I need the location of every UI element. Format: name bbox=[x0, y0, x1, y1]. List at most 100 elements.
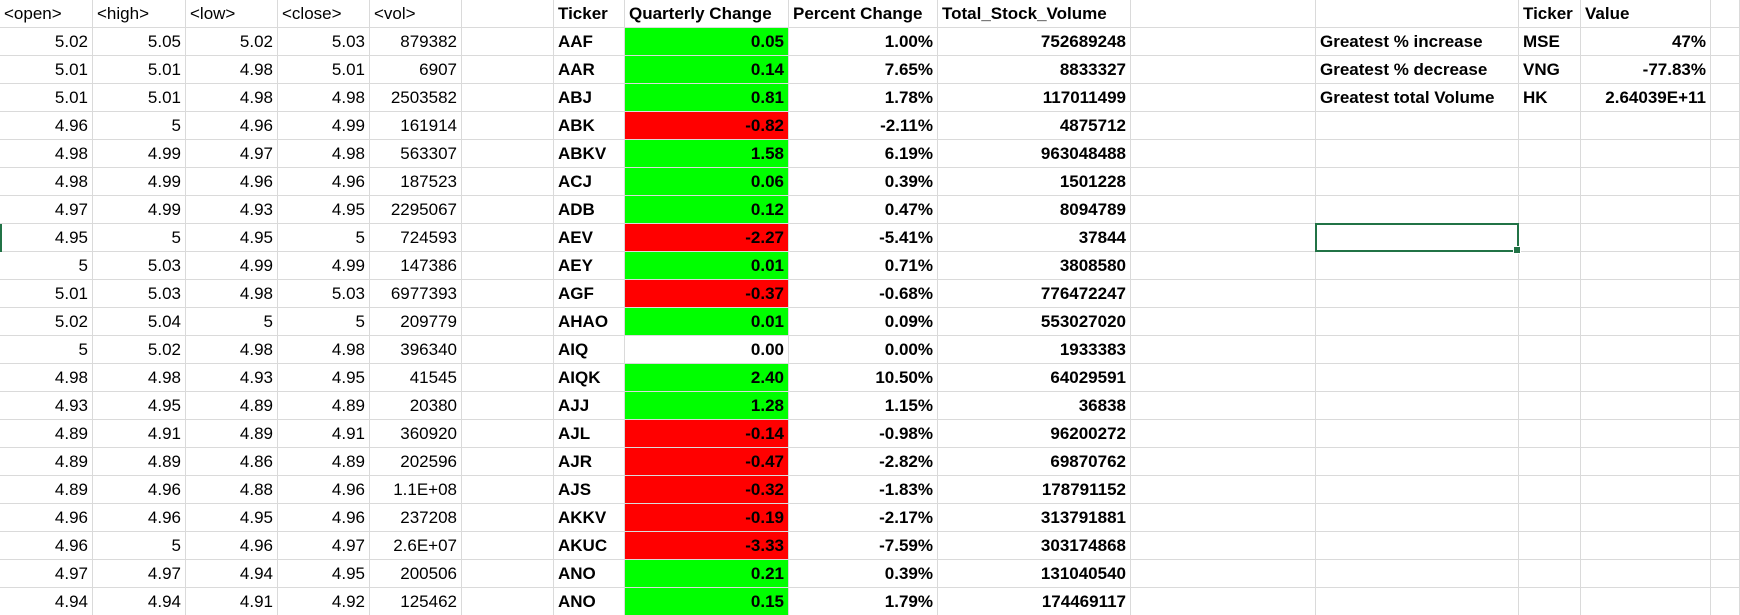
empty-cell[interactable] bbox=[462, 560, 554, 588]
empty-cell[interactable] bbox=[1581, 504, 1711, 532]
quarterly-change-cell[interactable]: 0.14 bbox=[625, 56, 789, 84]
raw-cell[interactable]: 4.96 bbox=[93, 476, 186, 504]
empty-cell[interactable] bbox=[1519, 392, 1581, 420]
total-volume-cell[interactable]: 37844 bbox=[938, 224, 1131, 252]
quarterly-change-cell[interactable]: 0.21 bbox=[625, 560, 789, 588]
empty-cell[interactable] bbox=[1711, 140, 1740, 168]
greatest-label-cell[interactable]: Greatest % decrease bbox=[1316, 56, 1519, 84]
raw-cell[interactable]: 4.89 bbox=[0, 476, 93, 504]
empty-cell[interactable] bbox=[462, 252, 554, 280]
ticker-cell[interactable]: ANO bbox=[554, 560, 625, 588]
raw-cell[interactable]: 4.99 bbox=[278, 252, 370, 280]
raw-cell[interactable]: 5.04 bbox=[93, 308, 186, 336]
raw-cell[interactable]: 1.1E+08 bbox=[370, 476, 462, 504]
raw-cell[interactable]: 4.93 bbox=[186, 364, 278, 392]
total-volume-cell[interactable]: 1501228 bbox=[938, 168, 1131, 196]
empty-cell[interactable] bbox=[1581, 196, 1711, 224]
empty-cell[interactable] bbox=[1316, 476, 1519, 504]
empty-cell[interactable] bbox=[1131, 28, 1316, 56]
empty-cell[interactable] bbox=[1316, 392, 1519, 420]
percent-change-cell[interactable]: 1.15% bbox=[789, 392, 938, 420]
raw-cell[interactable]: 4.95 bbox=[93, 392, 186, 420]
greatest-header-2[interactable]: Value bbox=[1581, 0, 1711, 28]
empty-cell[interactable] bbox=[1519, 448, 1581, 476]
raw-cell[interactable]: 4.99 bbox=[186, 252, 278, 280]
empty-cell[interactable] bbox=[1519, 364, 1581, 392]
empty-cell[interactable] bbox=[1519, 168, 1581, 196]
empty-cell[interactable] bbox=[1131, 308, 1316, 336]
raw-cell[interactable]: 5 bbox=[278, 224, 370, 252]
raw-header-3[interactable]: <close> bbox=[278, 0, 370, 28]
quarterly-change-cell[interactable]: 2.40 bbox=[625, 364, 789, 392]
empty-cell[interactable] bbox=[1519, 252, 1581, 280]
raw-cell[interactable]: 5 bbox=[278, 308, 370, 336]
raw-cell[interactable]: 4.96 bbox=[93, 504, 186, 532]
empty-cell[interactable] bbox=[1711, 280, 1740, 308]
raw-cell[interactable]: 4.89 bbox=[0, 420, 93, 448]
percent-change-cell[interactable]: 0.00% bbox=[789, 336, 938, 364]
empty-cell[interactable] bbox=[1131, 532, 1316, 560]
percent-change-cell[interactable]: 1.78% bbox=[789, 84, 938, 112]
empty-cell[interactable] bbox=[1316, 252, 1519, 280]
empty-cell[interactable] bbox=[1131, 168, 1316, 196]
empty-cell[interactable] bbox=[1519, 280, 1581, 308]
ticker-cell[interactable]: ABJ bbox=[554, 84, 625, 112]
raw-cell[interactable]: 4.93 bbox=[0, 392, 93, 420]
empty-cell[interactable] bbox=[462, 168, 554, 196]
ticker-cell[interactable]: ABK bbox=[554, 112, 625, 140]
raw-cell[interactable]: 4.89 bbox=[278, 392, 370, 420]
raw-cell[interactable]: 5.02 bbox=[0, 308, 93, 336]
empty-cell[interactable] bbox=[462, 420, 554, 448]
ticker-cell[interactable]: AIQ bbox=[554, 336, 625, 364]
raw-cell[interactable]: 4.89 bbox=[93, 448, 186, 476]
raw-cell[interactable]: 4.98 bbox=[278, 140, 370, 168]
raw-cell[interactable]: 5.03 bbox=[278, 280, 370, 308]
empty-cell[interactable] bbox=[462, 84, 554, 112]
empty-cell[interactable] bbox=[462, 280, 554, 308]
empty-cell[interactable] bbox=[1581, 224, 1711, 252]
raw-cell[interactable]: 4.91 bbox=[93, 420, 186, 448]
raw-cell[interactable]: 5.03 bbox=[278, 28, 370, 56]
greatest-value-cell[interactable]: 2.64039E+11 bbox=[1581, 84, 1711, 112]
raw-cell[interactable]: 563307 bbox=[370, 140, 462, 168]
empty-cell[interactable] bbox=[1581, 392, 1711, 420]
empty-cell[interactable] bbox=[1711, 392, 1740, 420]
quarterly-change-cell[interactable]: 0.01 bbox=[625, 252, 789, 280]
raw-cell[interactable]: 5.02 bbox=[93, 336, 186, 364]
empty-cell[interactable] bbox=[1131, 140, 1316, 168]
raw-cell[interactable]: 187523 bbox=[370, 168, 462, 196]
raw-cell[interactable]: 5 bbox=[93, 532, 186, 560]
ticker-cell[interactable]: AAF bbox=[554, 28, 625, 56]
empty-cell[interactable] bbox=[1131, 560, 1316, 588]
ticker-cell[interactable]: AJJ bbox=[554, 392, 625, 420]
raw-header-2[interactable]: <low> bbox=[186, 0, 278, 28]
empty-cell[interactable] bbox=[1131, 392, 1316, 420]
empty-cell[interactable] bbox=[1711, 168, 1740, 196]
empty-cell[interactable] bbox=[1711, 364, 1740, 392]
empty-cell[interactable] bbox=[462, 448, 554, 476]
ticker-cell[interactable]: AJL bbox=[554, 420, 625, 448]
empty-cell[interactable] bbox=[1711, 588, 1740, 615]
ticker-cell[interactable]: AEY bbox=[554, 252, 625, 280]
empty-cell[interactable] bbox=[462, 476, 554, 504]
quarterly-change-cell[interactable]: -0.47 bbox=[625, 448, 789, 476]
raw-cell[interactable]: 4.94 bbox=[186, 560, 278, 588]
ticker-cell[interactable]: ACJ bbox=[554, 168, 625, 196]
raw-cell[interactable]: 202596 bbox=[370, 448, 462, 476]
empty-cell[interactable] bbox=[1581, 280, 1711, 308]
selected-cell[interactable] bbox=[1315, 223, 1521, 254]
raw-cell[interactable]: 4.98 bbox=[186, 280, 278, 308]
empty-cell[interactable] bbox=[1316, 588, 1519, 615]
empty-cell[interactable] bbox=[1711, 308, 1740, 336]
empty-cell[interactable] bbox=[1316, 168, 1519, 196]
raw-cell[interactable]: 5.03 bbox=[93, 280, 186, 308]
ticker-cell[interactable]: AAR bbox=[554, 56, 625, 84]
empty-cell[interactable] bbox=[1711, 56, 1740, 84]
summary-header-3[interactable]: Total_Stock_Volume bbox=[938, 0, 1131, 28]
raw-cell[interactable]: 5.02 bbox=[0, 28, 93, 56]
empty-cell[interactable] bbox=[1316, 196, 1519, 224]
ticker-cell[interactable]: AGF bbox=[554, 280, 625, 308]
raw-cell[interactable]: 4.95 bbox=[186, 504, 278, 532]
empty-cell[interactable] bbox=[1711, 448, 1740, 476]
